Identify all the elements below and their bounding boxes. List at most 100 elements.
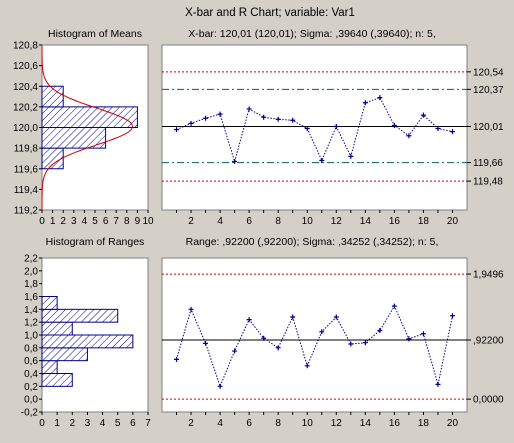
panel-title: Histogram of Ranges <box>46 236 145 248</box>
x-tick-label: 1 <box>54 418 60 429</box>
data-point <box>275 345 281 351</box>
data-point <box>188 306 194 312</box>
x-tick-label: 20 <box>447 418 459 429</box>
y-tick-label: 0,2 <box>24 382 38 393</box>
y-tick-label: 120,2 <box>13 102 38 113</box>
series-line <box>176 96 453 164</box>
limit-label: ,92200 <box>473 336 504 347</box>
histogram-bar <box>41 85 64 108</box>
limit-label: 119,48 <box>473 177 503 188</box>
plot-area <box>161 257 468 413</box>
y-tick-label: 120,4 <box>13 82 38 93</box>
histogram-bar <box>41 347 88 362</box>
limit-label: 120,01 <box>473 122 504 133</box>
data-point <box>348 153 354 159</box>
data-point <box>333 123 339 129</box>
y-tick-label: 119,6 <box>14 164 39 175</box>
x-tick-label: 8 <box>275 418 281 429</box>
data-point <box>203 340 209 346</box>
data-point <box>420 112 426 118</box>
x-tick-label: 10 <box>142 216 154 227</box>
y-tick-label: 0,6 <box>24 356 38 367</box>
x-tick-label: 16 <box>389 216 401 227</box>
y-tick-label: 1,8 <box>24 279 38 290</box>
data-point <box>377 95 383 101</box>
x-tick-label: 6 <box>246 418 252 429</box>
charts-group: Histogram of Means119,2119,4119,6119,812… <box>13 28 504 429</box>
data-point <box>304 363 310 369</box>
x-tick-label: 8 <box>275 216 281 227</box>
data-point <box>275 116 281 122</box>
panel-title: Range: ,92200 (,92200); Sigma: ,34252 (,… <box>186 236 439 248</box>
y-tick-label: 2,2 <box>24 254 38 265</box>
data-point <box>261 335 267 341</box>
x-tick-label: 2 <box>70 418 76 429</box>
plot-area <box>161 44 468 211</box>
x-tick-label: 0 <box>39 418 45 429</box>
histogram-bar <box>41 334 134 349</box>
y-tick-label: 1,2 <box>24 318 38 329</box>
x-tick-label: 5 <box>92 216 98 227</box>
data-point <box>246 317 252 323</box>
limit-label: 120,37 <box>473 85 504 96</box>
x-tick-label: 0 <box>39 216 45 227</box>
y-tick-label: 1,4 <box>24 305 38 316</box>
x-tick-label: 7 <box>145 418 151 429</box>
normal-curve <box>41 45 133 210</box>
x-tick-label: 10 <box>302 216 314 227</box>
y-tick-label: 1,6 <box>24 292 38 303</box>
data-point <box>391 303 397 309</box>
y-tick-label: -0,2 <box>21 408 39 419</box>
series-line <box>176 305 453 388</box>
chart-panel-1: Histogram of Means 119,2 119,4 119,6 119,8 12… <box>13 28 154 227</box>
data-point <box>362 340 368 346</box>
x-tick-label: 10 <box>302 418 314 429</box>
y-tick-label: 119,2 <box>14 206 39 217</box>
x-tick-label: 2 <box>188 418 194 429</box>
panel-title: Histogram of Means <box>48 28 142 40</box>
x-tick-label: 20 <box>447 216 459 227</box>
x-tick-label: 4 <box>217 418 223 429</box>
x-tick-label: 6 <box>130 418 136 429</box>
x-tick-label: 2 <box>60 216 66 227</box>
x-tick-label: 4 <box>82 216 88 227</box>
x-tick-label: 7 <box>113 216 119 227</box>
data-point <box>217 383 223 389</box>
x-tick-label: 16 <box>389 418 401 429</box>
data-point <box>333 314 339 320</box>
y-tick-label: 0,0 <box>24 395 38 406</box>
data-point <box>290 117 296 123</box>
limit-label: 120,54 <box>473 67 504 78</box>
data-point <box>377 328 383 334</box>
histogram-bar <box>41 147 64 170</box>
x-tick-label: 6 <box>103 216 109 227</box>
limit-label: 119,66 <box>473 158 503 169</box>
data-point <box>420 331 426 337</box>
data-point <box>174 356 180 362</box>
x-tick-label: 18 <box>418 418 430 429</box>
chart-panel-3: Histogram of Ranges-0,20,00,20,40,60,81,… <box>21 236 151 429</box>
data-point <box>362 100 368 106</box>
data-point <box>290 314 296 320</box>
x-tick-label: 3 <box>85 418 91 429</box>
data-point <box>449 129 455 135</box>
data-point <box>304 126 310 132</box>
figure-title: X-bar and R Chart; variable: Var1 <box>185 7 355 19</box>
histogram-bar <box>41 106 138 128</box>
data-point <box>435 126 441 132</box>
histogram-bar <box>41 296 58 310</box>
x-tick-label: 3 <box>71 216 77 227</box>
x-tick-label: 14 <box>360 418 372 429</box>
data-point <box>348 341 354 347</box>
y-tick-label: 0,8 <box>24 343 38 354</box>
data-point <box>391 122 397 128</box>
x-tick-label: 8 <box>124 216 130 227</box>
x-tick-label: 9 <box>135 216 141 227</box>
x-tick-label: 12 <box>331 216 343 227</box>
histogram-bar <box>41 360 58 374</box>
x-tick-label: 4 <box>100 418 106 429</box>
data-point <box>232 348 238 354</box>
y-tick-label: 120,8 <box>13 41 38 52</box>
histogram-bar <box>41 321 73 336</box>
